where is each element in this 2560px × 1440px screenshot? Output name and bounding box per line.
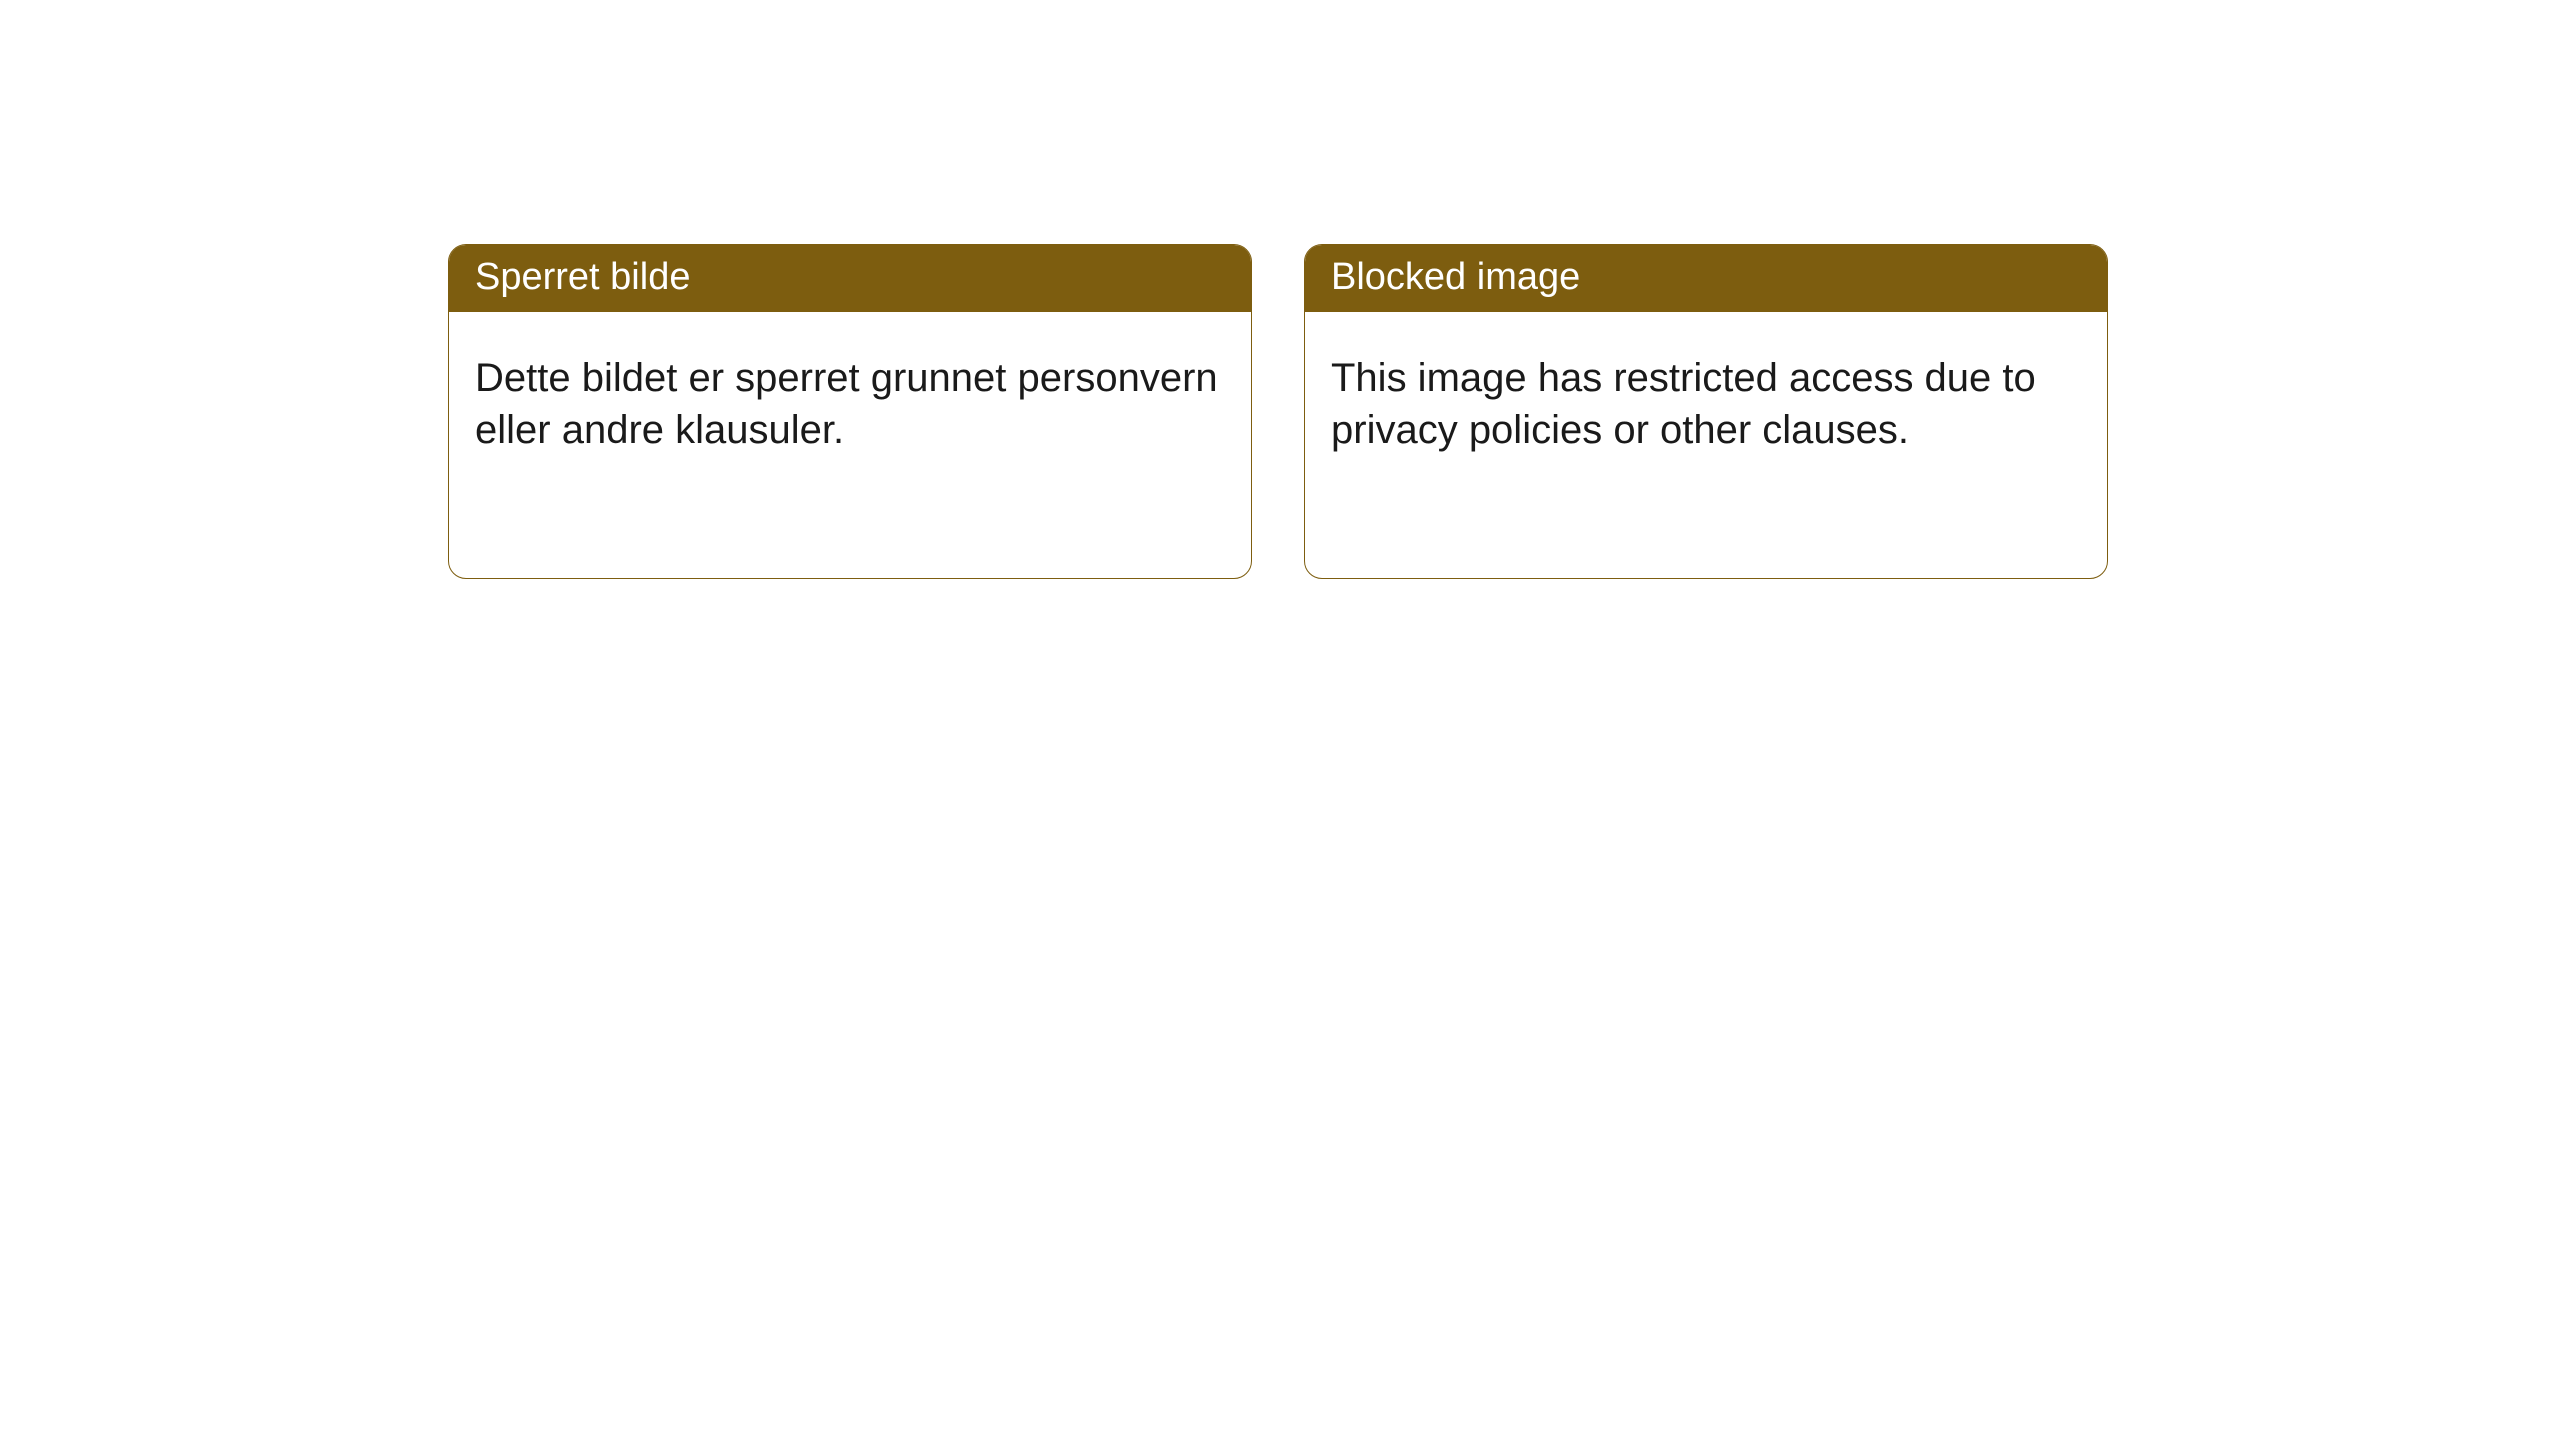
card-title: Sperret bilde bbox=[475, 256, 690, 298]
card-header: Blocked image bbox=[1305, 245, 2107, 312]
blocked-image-card-en: Blocked image This image has restricted … bbox=[1304, 244, 2108, 579]
card-body: This image has restricted access due to … bbox=[1305, 312, 2107, 482]
message-cards-container: Sperret bilde Dette bildet er sperret gr… bbox=[0, 0, 2560, 579]
card-message: Dette bildet er sperret grunnet personve… bbox=[475, 356, 1218, 452]
card-title: Blocked image bbox=[1331, 256, 1580, 298]
blocked-image-card-no: Sperret bilde Dette bildet er sperret gr… bbox=[448, 244, 1252, 579]
card-header: Sperret bilde bbox=[449, 245, 1251, 312]
card-message: This image has restricted access due to … bbox=[1331, 356, 2036, 452]
card-body: Dette bildet er sperret grunnet personve… bbox=[449, 312, 1251, 482]
